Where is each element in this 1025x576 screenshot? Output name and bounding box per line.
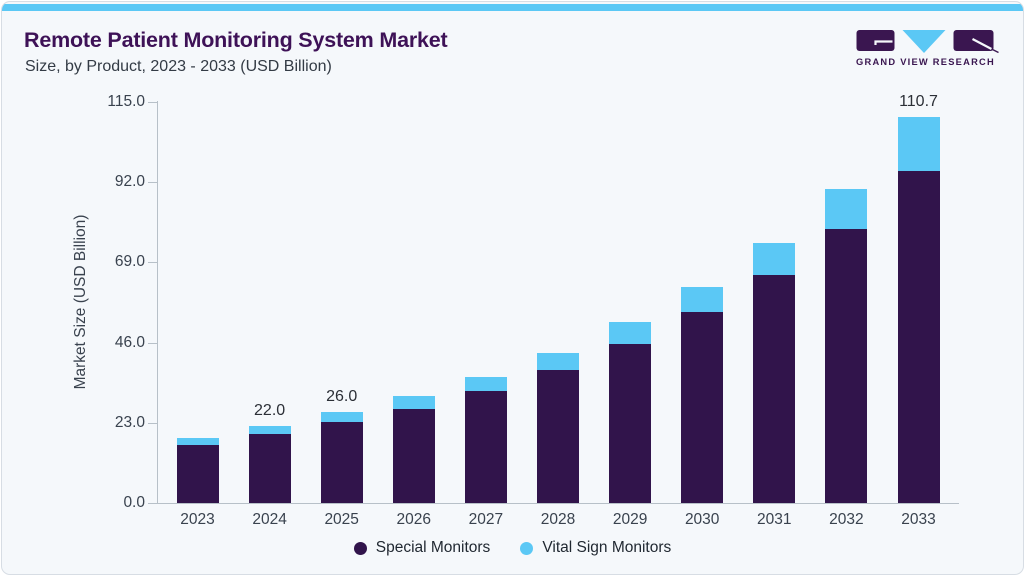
value-label-2024: 22.0 [254, 402, 286, 420]
bar-vital-sign-monitors-2024 [248, 426, 291, 434]
bar-special-monitors-2027 [464, 391, 507, 503]
value-label-2025: 26.0 [326, 388, 358, 406]
bar-special-monitors-2033 [897, 171, 940, 503]
bar-vital-sign-monitors-2029 [609, 321, 652, 344]
bar-special-monitors-2028 [537, 369, 579, 503]
legend: Special Monitors Vital Sign Monitors [2, 539, 1023, 557]
page-subtitle: Size, by Product, 2023 - 2033 (USD Billi… [25, 58, 332, 75]
y-tick-label-115.0: 115.0 [107, 93, 145, 110]
y-tick-label-69.0: 69.0 [114, 253, 145, 271]
bar-vital-sign-monitors-2027 [464, 376, 507, 392]
bar-vital-sign-monitors-2026 [392, 395, 435, 409]
x-tick-label-2030: 2030 [684, 511, 720, 528]
bar-vital-sign-monitors-2031 [753, 243, 796, 275]
x-tick-label-2033: 2033 [901, 511, 936, 528]
bar-special-monitors-2030 [681, 312, 724, 503]
y-tickmark-0.0 [148, 503, 158, 504]
y-tickmark-92.0 [148, 182, 158, 183]
y-tick-label-92.0: 92.0 [114, 173, 145, 191]
bar-vital-sign-monitors-2032 [825, 189, 868, 229]
x-tick-label-2028: 2028 [540, 511, 576, 528]
value-label-2033: 110.7 [899, 92, 938, 110]
y-tickmark-115.0 [148, 102, 158, 103]
x-tick-label-2024: 2024 [252, 511, 287, 528]
x-tick-label-2031: 2031 [757, 511, 792, 528]
bar-special-monitors-2029 [609, 343, 652, 503]
y-tickmark-23.0 [148, 423, 158, 424]
legend-label: Special Monitors [375, 539, 491, 556]
y-axis-title: Market Size (USD Billion) [72, 214, 89, 390]
bar-vital-sign-monitors-2028 [537, 353, 579, 370]
legend-label: Vital Sign Monitors [542, 539, 672, 556]
bar-special-monitors-2031 [753, 274, 796, 503]
bar-special-monitors-2024 [248, 433, 291, 503]
x-tick-label-2027: 2027 [468, 511, 504, 528]
x-tick-label-2023: 2023 [180, 511, 215, 528]
legend-item-special-monitors: Special Monitors [353, 539, 491, 557]
bar-special-monitors-2025 [320, 422, 363, 503]
bar-vital-sign-monitors-2023 [176, 438, 219, 446]
bar-special-monitors-2032 [825, 228, 868, 503]
bar-vital-sign-monitors-2033 [897, 116, 940, 172]
logo-wordmark: GRAND VIEW RESEARCH [856, 57, 995, 67]
legend-item-vital-sign-monitors: Vital Sign Monitors [520, 539, 671, 557]
x-axis-line [148, 503, 959, 504]
bar-special-monitors-2026 [392, 408, 435, 503]
grand-view-research-logo: GRAND VIEW RESEARCH [856, 30, 999, 67]
y-tickmark-69.0 [148, 262, 158, 263]
page-title: Remote Patient Monitoring System Market [24, 28, 448, 52]
y-tick-label-23.0: 23.0 [114, 413, 145, 431]
y-axis-line [157, 101, 158, 504]
y-tick-label-46.0: 46.0 [114, 333, 145, 351]
x-tick-label-2025: 2025 [324, 511, 359, 528]
x-tick-label-2029: 2029 [612, 511, 648, 528]
y-tick-label-0.0: 0.0 [123, 494, 145, 511]
vital-sign-monitors-swatch-icon [520, 541, 534, 555]
x-tick-label-2032: 2032 [829, 511, 864, 528]
logo-triangle-icon [902, 30, 946, 53]
special-monitors-swatch-icon [353, 541, 367, 555]
y-tickmark-46.0 [148, 343, 158, 344]
bar-vital-sign-monitors-2025 [320, 412, 363, 423]
bar-vital-sign-monitors-2030 [681, 286, 724, 313]
bar-special-monitors-2023 [176, 445, 219, 503]
x-tick-label-2026: 2026 [396, 511, 432, 528]
accent-strip [2, 4, 1023, 11]
